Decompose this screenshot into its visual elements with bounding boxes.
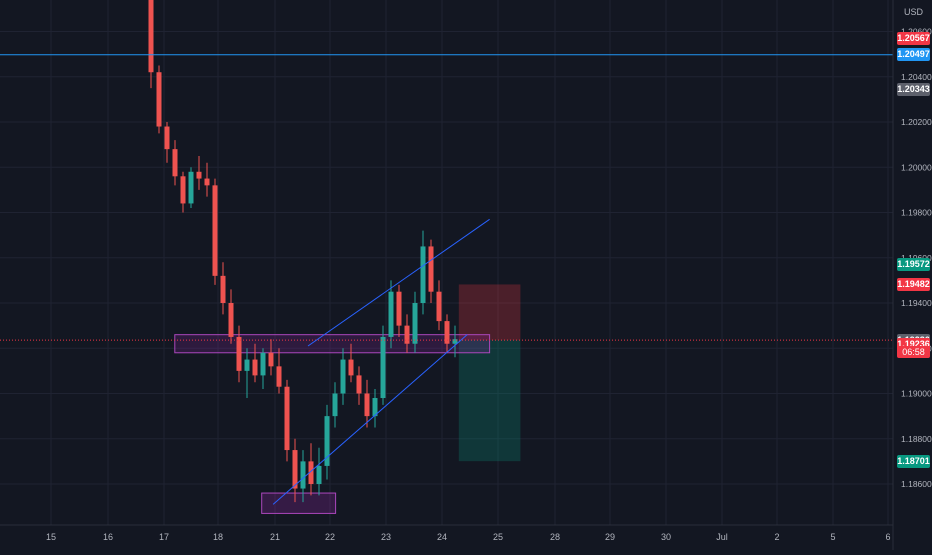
candle-body — [292, 450, 298, 489]
candle-body — [340, 359, 346, 394]
candle-body — [148, 0, 154, 73]
candle-body — [220, 275, 226, 303]
stop-loss-zone[interactable] — [458, 284, 521, 341]
candle-body — [308, 461, 314, 484]
price-tag: 1.20567 — [897, 32, 930, 46]
time-tick-label: 24 — [437, 532, 447, 542]
time-tick-label: 5 — [830, 532, 835, 542]
candle-body — [388, 291, 394, 337]
candle-body — [316, 465, 322, 484]
price-tick-label: 1.20000 — [901, 162, 932, 172]
candle-body — [228, 303, 234, 337]
candle-body — [332, 393, 338, 417]
candle-body — [252, 359, 258, 376]
time-tick-label: 30 — [661, 532, 671, 542]
currency-label[interactable]: USD — [904, 7, 924, 17]
price-tick-label: 1.19400 — [901, 298, 932, 308]
drawings[interactable] — [174, 284, 521, 514]
time-tick-label: 29 — [605, 532, 615, 542]
price-tick-label: 1.18600 — [901, 479, 932, 489]
candle-body — [244, 359, 250, 371]
low-zone[interactable] — [261, 492, 337, 514]
candle-body — [236, 336, 242, 371]
time-tick-label: 22 — [325, 532, 335, 542]
price-tag: 1.19572 — [897, 257, 930, 271]
candle-body — [380, 336, 386, 399]
price-tag: 1.19482 — [897, 277, 930, 291]
candle-body — [412, 303, 418, 344]
time-tick-label: 25 — [493, 532, 503, 542]
candle-body — [420, 246, 426, 303]
time-tick-label: Jul — [716, 532, 728, 542]
time-tick-label: 17 — [159, 532, 169, 542]
candle-body — [284, 386, 290, 451]
candle-body — [300, 461, 306, 489]
time-tick-label: 15 — [46, 532, 56, 542]
time-tick-label: 16 — [103, 532, 113, 542]
candle-body — [364, 393, 370, 417]
candle-body — [436, 291, 442, 322]
candle-body — [156, 72, 162, 127]
time-axis[interactable]: 15 16 17 18 21 22 23 24 25 28 29 30 Jul 2 5 6 — [46, 532, 891, 542]
time-tick-label: 2 — [774, 532, 779, 542]
candle-body — [444, 321, 450, 344]
candle-body — [180, 176, 186, 204]
overlays[interactable] — [0, 54, 893, 505]
time-tick-label: 6 — [885, 532, 890, 542]
price-tick-label: 1.18800 — [901, 434, 932, 444]
candle-body — [268, 352, 274, 367]
candle-body — [324, 416, 330, 466]
time-tick-label: 21 — [270, 532, 280, 542]
channel-upper-line[interactable] — [307, 218, 490, 347]
candle-body — [396, 291, 402, 326]
time-tick-label: 28 — [550, 532, 560, 542]
price-tag: 1.18701 — [897, 454, 930, 468]
price-tag: 1.20343 — [897, 83, 930, 97]
candle-body — [196, 171, 202, 179]
bar-countdown: 06:58 — [897, 346, 930, 358]
candle-body — [276, 366, 282, 387]
candle-body — [404, 325, 410, 344]
candle-body — [188, 171, 194, 204]
candle-body — [348, 359, 354, 376]
price-tick-label: 1.19000 — [901, 389, 932, 399]
price-tick-label: 1.20200 — [901, 117, 932, 127]
candle-body — [260, 352, 266, 376]
take-profit-zone[interactable] — [458, 340, 521, 462]
price-tick-label: 1.20400 — [901, 72, 932, 82]
candle-body — [204, 178, 210, 186]
support-zone[interactable] — [174, 334, 491, 354]
candle-body — [356, 375, 362, 394]
price-tick-label: 1.20600 — [901, 27, 932, 37]
time-tick-label: 18 — [213, 532, 223, 542]
channel-lower-line[interactable] — [272, 334, 468, 505]
price-tick-label: 1.19800 — [901, 208, 932, 218]
time-tick-label: 23 — [381, 532, 391, 542]
candle-body — [452, 339, 458, 344]
price-tag: 1.20497 — [897, 48, 930, 62]
candle-body — [164, 126, 170, 150]
candle-body — [428, 246, 434, 292]
candle-body — [212, 185, 218, 276]
candle-body — [372, 398, 378, 417]
candle-body — [172, 149, 178, 177]
candles — [148, 0, 458, 503]
